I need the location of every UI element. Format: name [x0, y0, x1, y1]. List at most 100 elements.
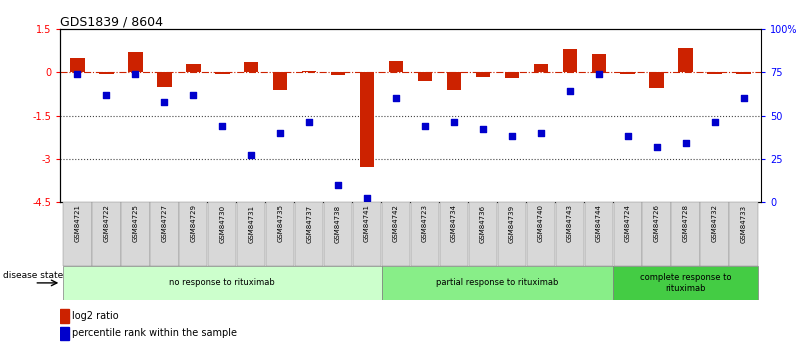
Text: GSM84739: GSM84739: [509, 204, 515, 243]
Text: GSM84733: GSM84733: [741, 204, 747, 243]
Bar: [505, 72, 519, 78]
Bar: [128, 52, 143, 72]
FancyBboxPatch shape: [266, 202, 295, 266]
Text: GSM84721: GSM84721: [74, 204, 80, 243]
Bar: [99, 72, 114, 74]
Bar: [678, 48, 693, 72]
FancyBboxPatch shape: [411, 202, 439, 266]
Text: GSM84731: GSM84731: [248, 204, 254, 243]
Point: [303, 120, 316, 125]
Point: [215, 123, 228, 129]
Bar: [562, 49, 577, 72]
Text: GSM84728: GSM84728: [682, 204, 689, 243]
Point: [650, 144, 663, 149]
FancyBboxPatch shape: [353, 202, 381, 266]
Text: GSM84725: GSM84725: [132, 204, 139, 242]
FancyBboxPatch shape: [324, 202, 352, 266]
Bar: [650, 72, 664, 88]
Point: [708, 120, 721, 125]
FancyBboxPatch shape: [295, 202, 324, 266]
Bar: [621, 72, 635, 74]
FancyBboxPatch shape: [63, 202, 91, 266]
FancyBboxPatch shape: [469, 202, 497, 266]
Point: [71, 71, 84, 77]
FancyBboxPatch shape: [381, 266, 614, 300]
Point: [505, 134, 518, 139]
FancyBboxPatch shape: [556, 202, 584, 266]
FancyBboxPatch shape: [526, 202, 555, 266]
FancyBboxPatch shape: [585, 202, 613, 266]
Bar: [70, 58, 85, 72]
FancyBboxPatch shape: [700, 202, 729, 266]
Text: no response to rituximab: no response to rituximab: [169, 278, 275, 287]
Text: GSM84735: GSM84735: [277, 204, 284, 243]
Bar: [418, 72, 433, 81]
FancyBboxPatch shape: [642, 202, 671, 266]
Bar: [707, 72, 722, 74]
Bar: [273, 72, 288, 90]
Text: GSM84737: GSM84737: [306, 204, 312, 243]
Text: GSM84744: GSM84744: [596, 204, 602, 242]
Point: [100, 92, 113, 98]
FancyBboxPatch shape: [730, 202, 758, 266]
Point: [622, 134, 634, 139]
FancyBboxPatch shape: [614, 266, 758, 300]
Point: [389, 96, 402, 101]
Text: GSM84723: GSM84723: [422, 204, 428, 243]
Point: [448, 120, 461, 125]
Bar: [388, 61, 403, 72]
Bar: [215, 72, 230, 74]
Point: [332, 182, 344, 187]
Point: [563, 89, 576, 94]
Bar: [360, 72, 374, 167]
Bar: [447, 72, 461, 90]
Text: complete response to
rituximab: complete response to rituximab: [640, 273, 731, 293]
Bar: [157, 72, 171, 87]
FancyBboxPatch shape: [440, 202, 468, 266]
Text: GSM84736: GSM84736: [480, 204, 486, 243]
Point: [593, 71, 606, 77]
Point: [245, 152, 258, 158]
Bar: [60, 309, 69, 323]
Bar: [302, 71, 316, 72]
Bar: [60, 327, 69, 340]
Text: GSM84729: GSM84729: [191, 204, 196, 243]
FancyBboxPatch shape: [208, 202, 236, 266]
Text: GSM84742: GSM84742: [393, 204, 399, 242]
Text: GSM84727: GSM84727: [161, 204, 167, 243]
Text: GSM84722: GSM84722: [103, 204, 110, 242]
Point: [737, 96, 750, 101]
FancyBboxPatch shape: [382, 202, 410, 266]
Text: GDS1839 / 8604: GDS1839 / 8604: [60, 15, 163, 28]
Bar: [591, 54, 606, 72]
Point: [534, 130, 547, 136]
Point: [360, 196, 373, 201]
Bar: [186, 64, 200, 72]
Text: GSM84726: GSM84726: [654, 204, 660, 243]
Text: GSM84741: GSM84741: [364, 204, 370, 243]
Point: [477, 127, 489, 132]
Point: [158, 99, 171, 105]
Bar: [736, 72, 751, 74]
Point: [187, 92, 199, 98]
Bar: [331, 72, 345, 75]
Text: GSM84738: GSM84738: [335, 204, 341, 243]
Text: log2 ratio: log2 ratio: [72, 311, 119, 321]
FancyBboxPatch shape: [237, 202, 265, 266]
Text: partial response to rituximab: partial response to rituximab: [437, 278, 558, 287]
FancyBboxPatch shape: [92, 202, 121, 266]
Point: [274, 130, 287, 136]
Text: percentile rank within the sample: percentile rank within the sample: [72, 328, 237, 338]
Bar: [244, 62, 259, 72]
FancyBboxPatch shape: [150, 202, 179, 266]
Bar: [533, 64, 548, 72]
Point: [129, 71, 142, 77]
Text: GSM84732: GSM84732: [711, 204, 718, 243]
FancyBboxPatch shape: [614, 202, 642, 266]
Text: GSM84740: GSM84740: [537, 204, 544, 243]
FancyBboxPatch shape: [179, 202, 207, 266]
Text: disease state: disease state: [3, 272, 63, 280]
FancyBboxPatch shape: [497, 202, 526, 266]
Point: [419, 123, 432, 129]
Text: GSM84730: GSM84730: [219, 204, 225, 243]
